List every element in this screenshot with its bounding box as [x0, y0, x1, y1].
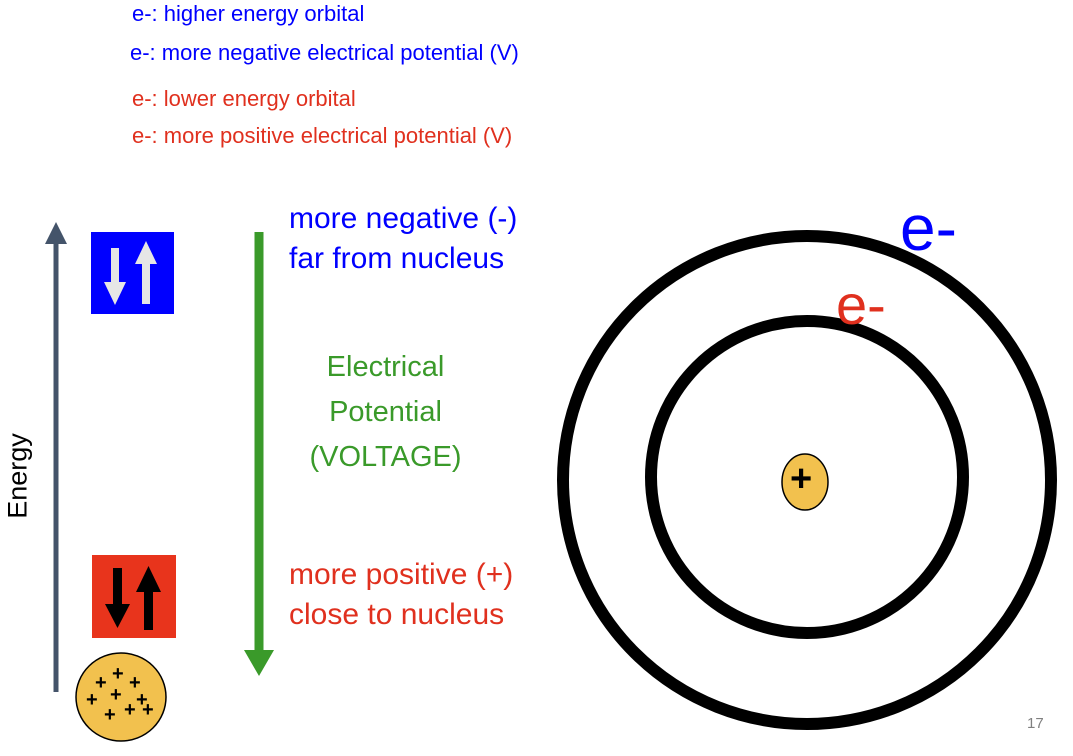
top-label-line2: far from nucleus [289, 242, 505, 275]
bottom-potential-label: more positive (+) close to nucleus [289, 560, 513, 630]
potential-title-line2: Potential [329, 396, 442, 428]
page-number: 17 [1027, 715, 1044, 732]
top-potential-label: more negative (-) far from nucleus [289, 204, 517, 274]
nucleus-small [75, 652, 167, 742]
nucleus-plus-7: + [104, 704, 116, 726]
nucleus-plus-4: + [86, 689, 98, 711]
legend-line-negative-potential: e-: more negative electrical potential (… [130, 40, 519, 65]
nucleus-plus-9: + [142, 699, 154, 721]
potential-title: Electrical Potential (VOLTAGE) [298, 353, 473, 472]
inner-electron-label: e- [836, 273, 886, 336]
nucleus-plus-3: + [129, 672, 141, 694]
atom-nucleus [781, 453, 829, 511]
nucleus-plus-6: + [136, 689, 148, 711]
legend-line-high-energy: e-: higher energy orbital [132, 1, 365, 26]
legend-line-positive-potential: e-: more positive electrical potential (… [132, 123, 513, 148]
bottom-label-line1: more positive (+) [289, 558, 514, 591]
energy-axis-label: Energy [2, 433, 33, 519]
atom-nucleus-plus: + [790, 458, 813, 500]
bottom-label-line2: close to nucleus [289, 598, 505, 631]
nucleus-plus-1: + [95, 672, 107, 694]
potential-title-line3: (VOLTAGE) [309, 441, 462, 473]
energy-axis-arrow [45, 222, 67, 692]
potential-arrow [244, 232, 274, 676]
legend-line-low-energy: e-: lower energy orbital [132, 86, 356, 111]
outer-electron-label: e- [900, 192, 957, 264]
orbital-box-high [91, 232, 174, 314]
nucleus-plus-5: + [110, 684, 122, 706]
top-label-line1: more negative (-) [289, 202, 518, 235]
atom-orbits [557, 230, 1057, 730]
nucleus-plus-2: + [112, 663, 124, 685]
potential-title-line1: Electrical [326, 351, 445, 383]
nucleus-plus-8: + [124, 699, 136, 721]
orbital-box-low [92, 555, 176, 638]
